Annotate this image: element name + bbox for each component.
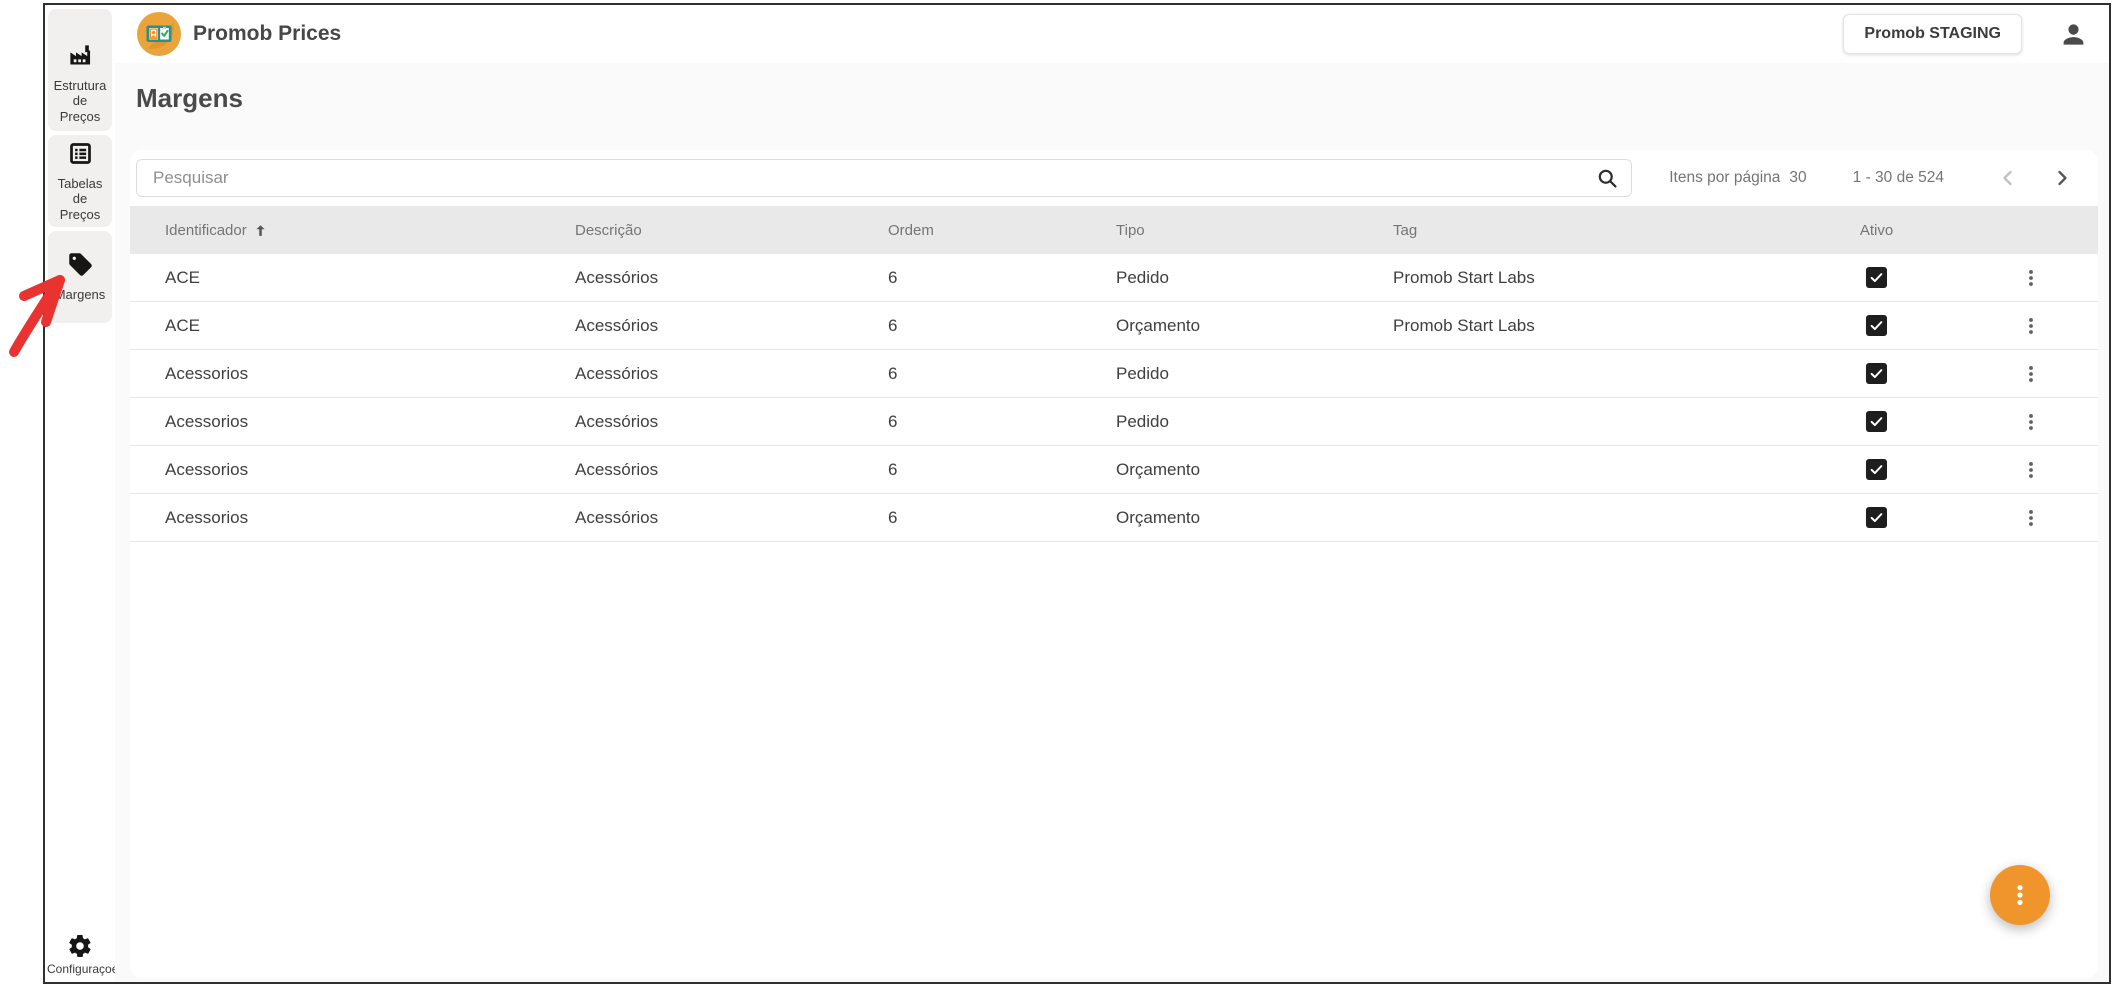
cell-identificador: Acessorios xyxy=(165,411,249,431)
cell-identificador: Acessorios xyxy=(165,363,249,383)
search-input[interactable] xyxy=(136,159,1632,197)
table-row: ACE Acessórios 6 Pedido Promob Start Lab… xyxy=(130,254,2098,302)
sidebar-item-tabelas-de-precos[interactable]: Tabelas de Preços xyxy=(48,135,112,227)
cell-ordem: 6 xyxy=(888,315,898,335)
ativo-checkbox[interactable] xyxy=(1866,411,1887,432)
row-menu-icon[interactable] xyxy=(2014,501,2048,535)
row-menu-icon[interactable] xyxy=(2014,405,2048,439)
ativo-checkbox[interactable] xyxy=(1866,267,1887,288)
sidebar-item-label: Configuraçoes xyxy=(47,961,125,976)
column-header-descricao[interactable]: Descrição xyxy=(575,221,642,239)
ativo-checkbox[interactable] xyxy=(1866,507,1887,528)
sidebar-item-label: Tabelas de Preços xyxy=(57,176,103,222)
factory-icon xyxy=(67,42,94,69)
search-box xyxy=(136,159,1632,197)
row-menu-icon[interactable] xyxy=(2014,261,2048,295)
cell-identificador: ACE xyxy=(165,267,200,287)
app-window: Estrutura de Preços Tabelas de Preços xyxy=(43,3,2111,984)
cell-descricao: Acessórios xyxy=(575,315,659,335)
cell-tag: Promob Start Labs xyxy=(1393,267,1535,287)
content-area: Margens Itens por página xyxy=(115,63,2109,982)
sidebar-item-label: Estrutura de Preços xyxy=(53,78,107,124)
cell-ordem: 6 xyxy=(888,411,898,431)
cell-tipo: Orçamento xyxy=(1116,507,1201,527)
column-header-tipo[interactable]: Tipo xyxy=(1116,221,1145,239)
sidebar-item-estrutura-de-precos[interactable]: Estrutura de Preços xyxy=(48,9,112,131)
table-row: Acessorios Acessórios 6 Orçamento xyxy=(130,446,2098,494)
page-title: Margens xyxy=(136,83,243,113)
column-header-tag[interactable]: Tag xyxy=(1393,221,1418,239)
ativo-checkbox[interactable] xyxy=(1866,363,1887,384)
cell-descricao: Acessórios xyxy=(575,363,659,383)
cell-descricao: Acessórios xyxy=(575,459,659,479)
sidebar-item-label: Margens xyxy=(54,287,106,303)
column-header-identificador[interactable]: Identificador xyxy=(130,222,575,239)
search-icon[interactable] xyxy=(1596,167,1619,195)
environment-button[interactable]: Promob STAGING xyxy=(1843,14,2022,54)
user-avatar-icon[interactable] xyxy=(2060,21,2087,48)
card-toolbar: Itens por página 30 1 - 30 de 524 xyxy=(130,150,2098,206)
paginator-range: 1 - 30 de 524 xyxy=(1852,169,1944,186)
paginator: Itens por página 30 1 - 30 de 524 xyxy=(1669,162,2078,194)
cell-ordem: 6 xyxy=(888,363,898,383)
items-per-page-label: Itens por página xyxy=(1669,169,1781,186)
column-header-ativo[interactable]: Ativo xyxy=(1859,221,1894,239)
row-menu-icon[interactable] xyxy=(2014,309,2048,343)
column-header-ordem[interactable]: Ordem xyxy=(888,221,934,239)
top-bar: Promob Prices Promob STAGING xyxy=(115,5,2109,63)
fab-actions-button[interactable] xyxy=(1990,865,2050,925)
cell-tipo: Orçamento xyxy=(1116,315,1201,335)
margens-card: Itens por página 30 1 - 30 de 524 xyxy=(130,150,2098,978)
table-row: Acessorios Acessórios 6 Pedido xyxy=(130,398,2098,446)
row-menu-icon[interactable] xyxy=(2014,453,2048,487)
cell-descricao: Acessórios xyxy=(575,267,659,287)
cell-tipo: Pedido xyxy=(1116,363,1169,383)
app-logo-icon xyxy=(137,12,181,56)
table-row: ACE Acessórios 6 Orçamento Promob Start … xyxy=(130,302,2098,350)
cell-tipo: Orçamento xyxy=(1116,459,1201,479)
next-page-button[interactable] xyxy=(2046,162,2078,194)
table-row: Acessorios Acessórios 6 Pedido xyxy=(130,350,2098,398)
sort-ascending-icon xyxy=(253,223,268,238)
price-table-icon xyxy=(67,140,94,167)
cell-ordem: 6 xyxy=(888,267,898,287)
cell-identificador: Acessorios xyxy=(165,459,249,479)
sidebar-item-margens[interactable]: Margens xyxy=(48,231,112,323)
ativo-checkbox[interactable] xyxy=(1866,459,1887,480)
main-area: Promob Prices Promob STAGING Margens xyxy=(115,5,2109,982)
cell-identificador: Acessorios xyxy=(165,507,249,527)
table-header-row: Identificador Descrição Ordem Tipo Tag A… xyxy=(130,206,2098,254)
row-menu-icon[interactable] xyxy=(2014,357,2048,391)
cell-ordem: 6 xyxy=(888,459,898,479)
cell-ordem: 6 xyxy=(888,507,898,527)
sidebar: Estrutura de Preços Tabelas de Preços xyxy=(45,5,125,982)
cell-tipo: Pedido xyxy=(1116,267,1169,287)
app-title: Promob Prices xyxy=(193,22,342,45)
previous-page-button[interactable] xyxy=(1992,162,2024,194)
table-body: ACE Acessórios 6 Pedido Promob Start Lab… xyxy=(130,254,2098,542)
gear-icon xyxy=(67,933,93,959)
table-row: Acessorios Acessórios 6 Orçamento xyxy=(130,494,2098,542)
items-per-page-value[interactable]: 30 xyxy=(1789,169,1807,186)
cell-descricao: Acessórios xyxy=(575,507,659,527)
tag-icon xyxy=(67,251,94,278)
sidebar-item-configuracoes[interactable]: Configuraçoes xyxy=(45,933,125,976)
cell-identificador: ACE xyxy=(165,315,200,335)
cell-descricao: Acessórios xyxy=(575,411,659,431)
ativo-checkbox[interactable] xyxy=(1866,315,1887,336)
cell-tipo: Pedido xyxy=(1116,411,1169,431)
cell-tag: Promob Start Labs xyxy=(1393,315,1535,335)
